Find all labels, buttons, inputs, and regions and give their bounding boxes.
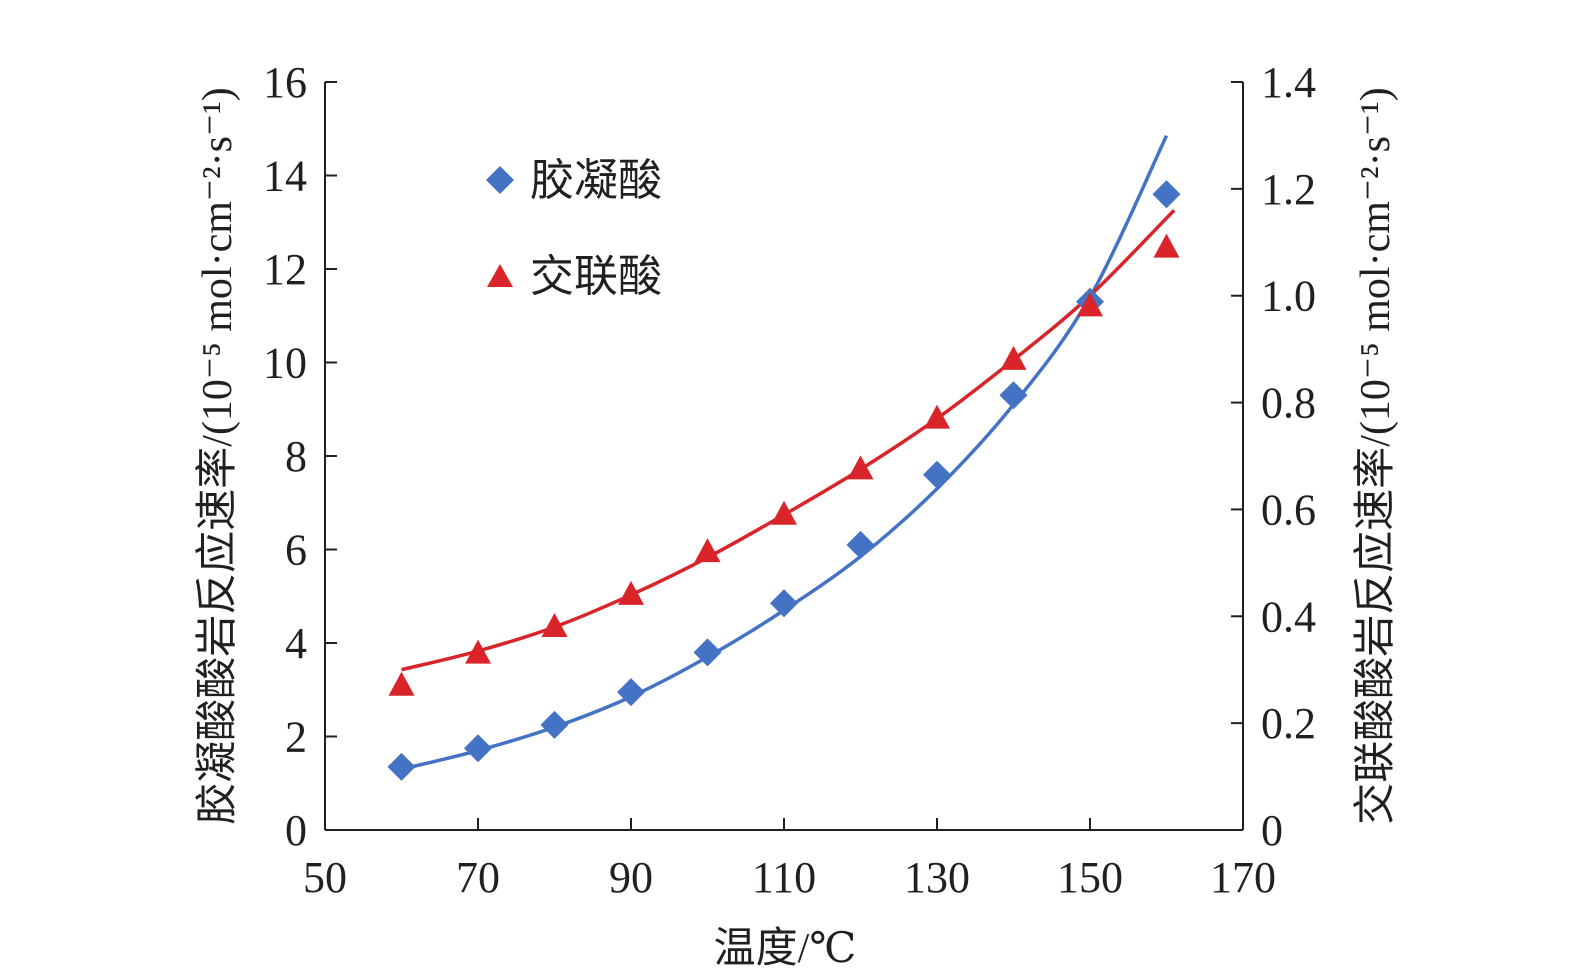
y-tick-label: 12 bbox=[263, 245, 307, 294]
x-tick-label: 170 bbox=[1210, 853, 1276, 902]
y-tick-label: 8 bbox=[285, 432, 307, 481]
x-tick-label: 70 bbox=[456, 853, 500, 902]
y-tick-label: 2 bbox=[285, 713, 307, 762]
y2-tick-label: 0.4 bbox=[1261, 592, 1316, 641]
y2-tick-label: 1.0 bbox=[1261, 272, 1316, 321]
gelled-acid-data-point bbox=[846, 530, 875, 559]
gelled-acid-data-point bbox=[617, 678, 645, 707]
legend: 胶凝酸 交联酸 bbox=[486, 156, 662, 301]
y2-tick-label: 0.6 bbox=[1261, 485, 1316, 534]
y2-axis-title: 交联酸酸岩反应速率/(10⁻⁵ mol·cm⁻²·s⁻¹) bbox=[1352, 87, 1399, 824]
crosslinked-acid-data-point bbox=[694, 538, 721, 563]
x-tick-label: 130 bbox=[904, 853, 970, 902]
y2-tick-label: 0.2 bbox=[1261, 699, 1316, 748]
legend-label-crosslinked-acid: 交联酸 bbox=[530, 252, 662, 301]
y-tick-label: 14 bbox=[263, 152, 307, 201]
y-tick-label: 4 bbox=[285, 619, 307, 668]
y2-tick-label: 0.8 bbox=[1261, 379, 1316, 428]
x-tick-label: 150 bbox=[1057, 853, 1123, 902]
gelled-acid-data-point bbox=[387, 752, 416, 781]
crosslinked-acid-data-point bbox=[1153, 233, 1180, 258]
x-tick-label: 90 bbox=[609, 853, 653, 902]
gelled-acid-data-point bbox=[540, 710, 569, 739]
gelled-acid-data-point bbox=[770, 589, 798, 618]
data-markers bbox=[387, 180, 1181, 781]
y2-tick-label: 1.4 bbox=[1261, 58, 1316, 107]
crosslinked-acid-data-point bbox=[465, 639, 491, 664]
legend-item-crosslinked-acid: 交联酸 bbox=[487, 252, 662, 301]
ticks: 50 70 90 110 130 150 170024681012141600.20.40.… bbox=[263, 58, 1316, 902]
gelled-acid-data-point bbox=[1152, 180, 1181, 209]
crosslinked-acid-data-point bbox=[541, 612, 568, 637]
y-tick-label: 6 bbox=[285, 526, 307, 575]
crosslinked-acid-data-point bbox=[1077, 292, 1103, 317]
y2-tick-label: 0 bbox=[1261, 806, 1283, 855]
crosslinked-acid-data-point bbox=[924, 404, 950, 429]
gelled-acid-data-point bbox=[693, 638, 722, 667]
gelled-acid-data-point bbox=[923, 460, 951, 489]
y-axis-title: 胶凝酸酸岩反应速率/(10⁻⁵ mol·cm⁻²·s⁻¹) bbox=[194, 87, 241, 824]
y-tick-label: 0 bbox=[285, 806, 307, 855]
crosslinked-acid-data-point bbox=[847, 455, 874, 480]
x-tick-label: 110 bbox=[752, 853, 816, 902]
y-tick-label: 10 bbox=[263, 339, 307, 388]
legend-diamond-marker bbox=[486, 166, 514, 194]
legend-triangle-marker bbox=[487, 264, 513, 287]
gelled-acid-data-point bbox=[464, 734, 492, 763]
gelled-acid-data-point bbox=[999, 381, 1028, 410]
y-tick-label: 16 bbox=[263, 58, 307, 107]
legend-label-gelled-acid: 胶凝酸 bbox=[530, 156, 662, 205]
x-tick-label: 50 bbox=[303, 853, 347, 902]
crosslinked-acid-data-point bbox=[1000, 345, 1027, 370]
y2-tick-label: 1.2 bbox=[1261, 165, 1316, 214]
crosslinked-acid-data-point bbox=[771, 500, 797, 525]
x-axis-title: 温度/℃ bbox=[714, 926, 857, 972]
crosslinked-acid-data-point bbox=[618, 580, 644, 605]
crosslinked-acid-data-point bbox=[388, 671, 415, 696]
fit-curves bbox=[401, 135, 1176, 771]
gelled-acid-fit-curve bbox=[401, 135, 1169, 771]
legend-item-gelled-acid: 胶凝酸 bbox=[486, 156, 662, 205]
axes bbox=[324, 82, 1244, 831]
